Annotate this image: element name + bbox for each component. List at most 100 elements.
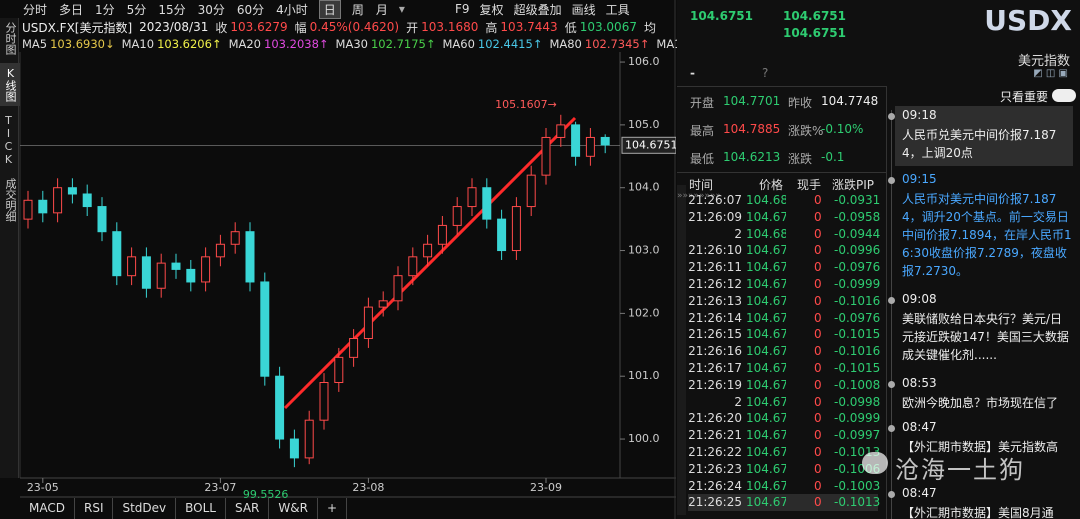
x-tick-label: 23-08 bbox=[352, 481, 384, 494]
period-tab[interactable]: 30分 bbox=[197, 2, 225, 17]
news-text[interactable]: 美联储败给日本央行？美元/日元接近跌破147！美国三大数据成关键催化剂.....… bbox=[902, 312, 1069, 362]
ma-name: MA30 bbox=[335, 37, 368, 51]
trade-time: 21:26:09 bbox=[688, 209, 742, 224]
trade-price: 104.67 bbox=[746, 478, 786, 493]
candle-body bbox=[289, 438, 299, 459]
news-text[interactable]: 人民币兑美元中间价报7.1874，上调20点 bbox=[902, 128, 1057, 160]
candle-body bbox=[245, 231, 255, 283]
symbol-name: 美元指数 bbox=[1017, 54, 1070, 69]
kline-chart: 100.0 101.0 102.0 103.0 104.0 105.0 106.0 23-05… bbox=[19, 0, 676, 519]
trade-time: 21:26:13 bbox=[688, 293, 742, 308]
candle-body bbox=[600, 136, 610, 146]
candle-body bbox=[67, 187, 77, 195]
trade-time: 21:26:25 bbox=[688, 495, 742, 510]
trade-time: 2 bbox=[734, 226, 742, 241]
side-tab[interactable]: TICK bbox=[2, 114, 15, 166]
period-tab[interactable]: 60分 bbox=[236, 2, 265, 17]
side-tab[interactable]: 分时图 bbox=[4, 22, 17, 55]
trade-volume: 0 bbox=[814, 260, 822, 275]
header-icons: ◩ ◫ ▣ bbox=[1033, 68, 1068, 79]
quote-cell: 开盘 bbox=[690, 96, 715, 110]
trade-price: 104.68 bbox=[746, 193, 786, 207]
indicator-tab[interactable]: + bbox=[318, 498, 348, 519]
news-time: 08:47 bbox=[902, 486, 937, 500]
indicator-tab[interactable]: RSI bbox=[75, 498, 114, 519]
indicator-tab[interactable]: MACD bbox=[20, 498, 75, 519]
news-text[interactable]: 【外汇期市数据】美元指数高 bbox=[902, 440, 1059, 454]
info-range_label: 幅 bbox=[294, 20, 307, 35]
period-tab[interactable]: 周 bbox=[351, 2, 364, 17]
period-tab[interactable]: 1分 bbox=[95, 2, 115, 17]
candle-body bbox=[275, 375, 285, 440]
timeline-dot bbox=[888, 177, 895, 184]
x-tick-label: 23-07 bbox=[204, 481, 236, 494]
candle-body bbox=[260, 281, 270, 377]
candle-body bbox=[156, 262, 166, 289]
news-time: 08:53 bbox=[902, 376, 937, 390]
info-open: 103.1680 bbox=[421, 20, 479, 34]
side-tab[interactable]: 成交明细 bbox=[4, 178, 17, 222]
ma-name: MA20 bbox=[228, 37, 262, 51]
y-tick-label: 102.0 bbox=[628, 306, 660, 319]
tool-button[interactable]: 画线 bbox=[571, 2, 596, 17]
trade-volume: 0 bbox=[814, 243, 822, 258]
indicator-tab[interactable]: StdDev bbox=[113, 498, 177, 519]
info-close: 103.6279 bbox=[230, 20, 288, 34]
info-range: 0.45%(0.4620) bbox=[309, 20, 400, 34]
candle-body bbox=[556, 124, 566, 138]
info-symbol: USDX.FX[美元指数] bbox=[22, 20, 133, 35]
trade-pip: -0.0976 bbox=[834, 260, 881, 275]
period-tab[interactable]: 4小时 bbox=[276, 2, 308, 17]
period-tab[interactable]: 日 bbox=[318, 0, 341, 19]
period-tab[interactable]: 15分 bbox=[158, 2, 186, 17]
tool-button[interactable]: 工具 bbox=[605, 2, 630, 17]
info-high: 103.7443 bbox=[500, 20, 558, 34]
side-tab[interactable]: K线图 bbox=[0, 63, 20, 106]
candle-body bbox=[82, 193, 92, 208]
candle-body bbox=[423, 243, 433, 258]
trade-time: 21:26:14 bbox=[688, 310, 742, 325]
candle-body bbox=[304, 419, 314, 459]
candle-body bbox=[378, 300, 388, 308]
trade-price: 104.67 bbox=[746, 394, 786, 409]
trade-time: 21:26:22 bbox=[688, 445, 742, 459]
news-highlight bbox=[895, 106, 1073, 166]
news-text[interactable]: 【外汇期市数据】美国8月通 bbox=[902, 506, 1054, 519]
news-text[interactable]: 人民币对美元中间价报7.1874，调升20个基点。前一交易日中间价报7.1894… bbox=[902, 192, 1072, 278]
timeline-dot bbox=[888, 491, 895, 498]
indicator-tab[interactable]: W&R bbox=[269, 498, 318, 519]
tool-button[interactable]: 复权 bbox=[479, 2, 504, 17]
period-tab[interactable]: 分时 bbox=[23, 2, 48, 17]
ma-name: MA5 bbox=[22, 37, 48, 51]
candle-body bbox=[541, 136, 551, 176]
indicator-tab[interactable]: SAR bbox=[226, 498, 270, 519]
trade-price: 104.67 bbox=[746, 310, 786, 325]
trade-volume: 0 bbox=[814, 344, 822, 359]
trade-pip: -0.1015 bbox=[834, 327, 881, 342]
news-text[interactable]: 欧洲今晚加息？市场现在信了 bbox=[902, 396, 1059, 410]
trade-price: 104.67 bbox=[746, 445, 786, 459]
trade-price: 104.67 bbox=[746, 377, 786, 392]
indicator-tab[interactable]: BOLL bbox=[176, 498, 226, 519]
trade-price: 104.67 bbox=[746, 293, 786, 308]
info-date: 2023/08/31 bbox=[139, 20, 209, 34]
quote-cell: 昨收 bbox=[788, 96, 813, 110]
trade-volume: 0 bbox=[814, 377, 822, 392]
trade-price: 104.68 bbox=[746, 226, 786, 241]
trade-pip: -0.0976 bbox=[834, 310, 881, 325]
period-tab[interactable]: 多日 bbox=[59, 2, 84, 17]
header-price: 104.6751 bbox=[783, 26, 847, 40]
tool-button[interactable]: F9 bbox=[455, 2, 470, 16]
trade-time: 21:26:16 bbox=[688, 344, 742, 359]
period-tab[interactable]: 5分 bbox=[126, 2, 147, 17]
info-row: USDX.FX[美元指数] 2023/08/31 收 103.6279 幅 0.45%(0… bbox=[22, 18, 656, 36]
info-low: 103.0067 bbox=[579, 20, 637, 34]
candle-body bbox=[526, 174, 536, 208]
tool-button[interactable]: 超级叠加 bbox=[513, 2, 562, 17]
period-tab[interactable]: 月 bbox=[375, 2, 388, 17]
toggle-switch[interactable] bbox=[1052, 89, 1076, 102]
dropdown-icon[interactable]: ▾ bbox=[398, 2, 405, 16]
trade-pip: -0.1003 bbox=[834, 478, 881, 493]
x-tick-label: 23-09 bbox=[530, 481, 562, 494]
